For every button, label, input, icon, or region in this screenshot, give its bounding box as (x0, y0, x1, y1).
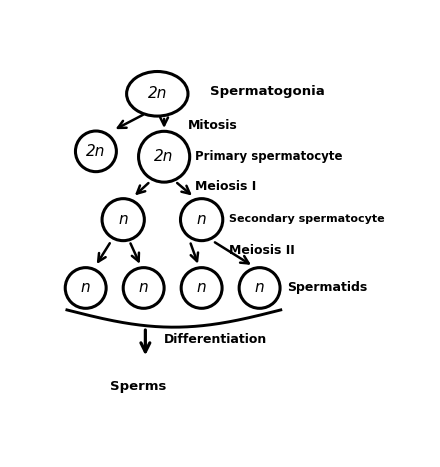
Text: 2n: 2n (154, 149, 174, 164)
Text: Spermatogonia: Spermatogonia (210, 85, 325, 99)
Text: n: n (197, 212, 206, 227)
Text: n: n (118, 212, 128, 227)
Text: n: n (255, 281, 264, 296)
Text: n: n (81, 281, 91, 296)
Text: Meiosis I: Meiosis I (195, 180, 256, 193)
Text: Secondary spermatocyte: Secondary spermatocyte (229, 213, 385, 224)
Text: 2n: 2n (86, 144, 106, 159)
Text: Mitosis: Mitosis (188, 119, 238, 132)
Text: Spermatids: Spermatids (287, 282, 367, 295)
Text: Meiosis II: Meiosis II (229, 244, 295, 257)
Text: n: n (139, 281, 148, 296)
Text: n: n (197, 281, 206, 296)
Text: Primary spermatocyte: Primary spermatocyte (195, 149, 342, 163)
Text: Differentiation: Differentiation (164, 333, 268, 346)
Text: 2n: 2n (147, 86, 167, 101)
Text: Sperms: Sperms (110, 380, 166, 393)
